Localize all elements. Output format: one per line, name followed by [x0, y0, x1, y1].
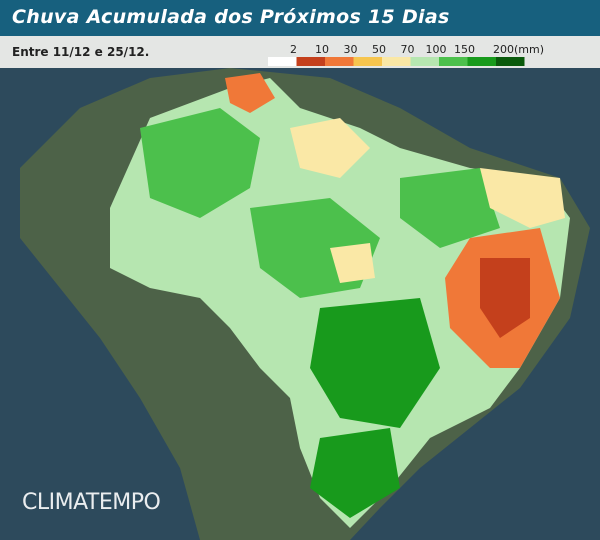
brand-logo: CLIMATEMPO: [22, 490, 161, 515]
rain-area: [225, 73, 275, 113]
legend-swatch: [353, 57, 382, 66]
legend-label: 2: [290, 43, 297, 56]
legend-label: 10: [315, 43, 329, 56]
legend-swatch: [467, 57, 496, 66]
legend-swatch: [325, 57, 354, 66]
rain-area: [290, 118, 370, 178]
rain-area: [310, 298, 440, 428]
legend-label: 30: [344, 43, 358, 56]
rain-area: [400, 168, 500, 248]
title: Chuva Acumulada dos Próximos 15 Dias: [12, 6, 450, 28]
legend-swatch: [410, 57, 439, 66]
legend-label: 200(mm): [493, 43, 544, 56]
subtitle: Entre 11/12 e 25/12.: [12, 45, 150, 59]
legend-swatch: [439, 57, 468, 66]
legend: 2 10 30 50 70 100 150 200(mm): [268, 43, 544, 66]
legend-label: 50: [372, 43, 386, 56]
rain-area: [330, 243, 375, 283]
rain-area: [480, 258, 530, 338]
legend-swatch: [496, 57, 525, 66]
legend-label: 100: [426, 43, 447, 56]
legend-swatch: [268, 57, 297, 66]
map: [0, 68, 600, 540]
legend-swatch: [296, 57, 325, 66]
legend-label: 70: [401, 43, 415, 56]
title-bar: Chuva Acumulada dos Próximos 15 Dias: [0, 0, 600, 36]
legend-bar: Entre 11/12 e 25/12. 2 10 30 50 70 100 150 200(…: [0, 36, 600, 68]
rain-area: [310, 428, 400, 518]
rain-area: [480, 168, 565, 228]
rain-area: [140, 108, 260, 218]
legend-label: 150: [454, 43, 475, 56]
legend-swatch: [382, 57, 411, 66]
